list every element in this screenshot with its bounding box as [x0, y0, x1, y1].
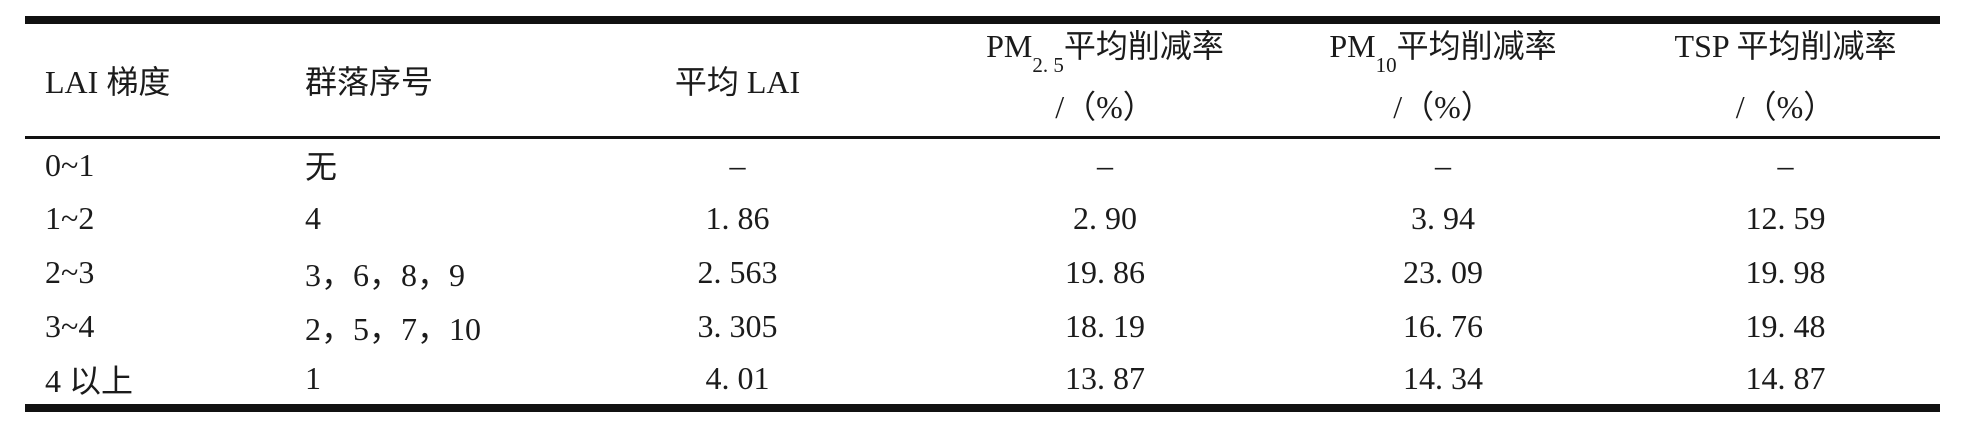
col-header-tsp-title: TSP 平均削减率 — [1674, 28, 1897, 64]
cell-mean-lai: 4. 01 — [705, 360, 770, 396]
col-header-pm10-unit: /（%） — [1393, 89, 1493, 125]
pm10-subscript: 10 — [1375, 53, 1397, 78]
cell-community-number: 4 — [305, 200, 321, 236]
cell-pm25-reduction: 18. 19 — [1065, 308, 1145, 344]
cell-mean-lai: – — [729, 146, 746, 183]
cell-tsp-reduction: – — [1777, 146, 1794, 183]
cell-tsp-reduction: 19. 48 — [1745, 308, 1826, 344]
cell-community-number: 无 — [305, 149, 338, 186]
pm25-subscript: 2. 5 — [1032, 53, 1064, 78]
cell-mean-lai: 2. 563 — [697, 254, 778, 290]
cell-lai-gradient: 4 以上 — [45, 362, 134, 399]
col-header-pm25-reduction: PM2. 5平均削减率 /（%） — [915, 20, 1295, 138]
col-header-tsp-unit: /（%） — [1735, 89, 1836, 125]
cell-community-number: 3，6，8，9 — [305, 256, 466, 293]
cell-pm10-reduction: – — [1435, 146, 1451, 183]
col-header-pm25-title: PM2. 5平均削减率 — [915, 28, 1295, 76]
cell-pm25-reduction: 2. 90 — [1073, 200, 1137, 236]
cell-tsp-reduction: 14. 87 — [1745, 360, 1826, 396]
table-row: 0~1 无 – – – – — [25, 138, 1940, 192]
col-header-mean-lai-label: 平均 LAI — [674, 64, 801, 100]
col-header-mean-lai: 平均 LAI — [560, 20, 915, 138]
cell-pm25-reduction: – — [1097, 146, 1113, 183]
cell-pm10-reduction: 14. 34 — [1403, 360, 1483, 396]
cell-community-number: 1 — [305, 360, 321, 396]
col-header-lai-gradient: LAI 梯度 — [25, 20, 290, 138]
col-header-tsp-reduction: TSP 平均削减率 /（%） — [1591, 20, 1940, 138]
cell-pm25-reduction: 13. 87 — [1065, 360, 1145, 396]
table-row: 4 以上 1 4. 01 13. 87 14. 34 14. 87 — [25, 354, 1940, 408]
cell-lai-gradient: 1~2 — [45, 200, 95, 236]
cell-lai-gradient: 0~1 — [45, 146, 95, 183]
col-header-community-number: 群落序号 — [290, 20, 560, 138]
col-header-pm10-title: PM10平均削减率 — [1295, 28, 1591, 76]
cell-lai-gradient: 2~3 — [45, 254, 95, 290]
col-header-pm10-reduction: PM10平均削减率 /（%） — [1295, 20, 1591, 138]
lai-pm-reduction-table: LAI 梯度 群落序号 平均 LAI PM2. 5平均削减率 /（%） PM1 — [25, 16, 1940, 412]
pm10-suffix: 平均削减率 — [1396, 28, 1557, 64]
cell-pm10-reduction: 16. 76 — [1403, 308, 1483, 344]
col-header-tsp-lines: TSP 平均削减率 /（%） — [1631, 24, 1940, 136]
table-row: 2~3 3，6，8，9 2. 563 19. 86 23. 09 19. 98 — [25, 246, 1940, 300]
cell-pm10-reduction: 3. 94 — [1411, 200, 1475, 236]
cell-mean-lai: 1. 86 — [705, 200, 770, 236]
cell-mean-lai: 3. 305 — [697, 308, 778, 344]
col-header-pm25-lines: PM2. 5平均削减率 /（%） — [915, 24, 1295, 136]
col-header-pm10-lines: PM10平均削减率 /（%） — [1295, 24, 1591, 136]
col-header-community-number-label: 群落序号 — [305, 64, 434, 100]
cell-tsp-reduction: 19. 98 — [1745, 254, 1826, 290]
header-row: LAI 梯度 群落序号 平均 LAI PM2. 5平均削减率 /（%） PM1 — [25, 20, 1940, 138]
cell-tsp-reduction: 12. 59 — [1745, 200, 1826, 236]
cell-pm10-reduction: 23. 09 — [1403, 254, 1483, 290]
pm10-prefix: PM — [1329, 28, 1376, 64]
cell-lai-gradient: 3~4 — [45, 308, 95, 344]
table-row: 3~4 2，5，7，10 3. 305 18. 19 16. 76 19. 48 — [25, 300, 1940, 354]
cell-pm25-reduction: 19. 86 — [1065, 254, 1145, 290]
table-row: 1~2 4 1. 86 2. 90 3. 94 12. 59 — [25, 192, 1940, 246]
col-header-lai-gradient-label: LAI 梯度 — [45, 64, 171, 100]
pm25-prefix: PM — [986, 28, 1033, 64]
cell-community-number: 2，5，7，10 — [305, 310, 482, 347]
col-header-pm25-unit: /（%） — [1055, 89, 1155, 125]
pm25-suffix: 平均削减率 — [1063, 28, 1224, 64]
